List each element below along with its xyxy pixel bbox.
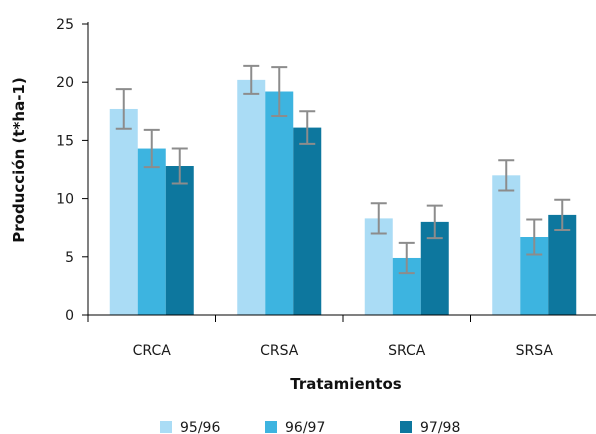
- error-bar-crsa-95-96: [243, 64, 260, 95]
- y-tick-label: 15: [56, 133, 74, 149]
- bars-group: [109, 79, 577, 316]
- bar-crsa-95-96: [237, 79, 266, 315]
- legend-swatch-95-96: [160, 421, 172, 433]
- x-axis-title: Tratamientos: [290, 375, 401, 393]
- y-tick-label: 20: [56, 75, 74, 91]
- legend-swatch-97-98: [400, 421, 412, 433]
- bar-crca-97-98: [165, 166, 194, 315]
- y-tick-label: 5: [65, 250, 74, 266]
- error-bar-crca-95-96: [115, 88, 132, 130]
- legend-swatch-96-97: [265, 421, 277, 433]
- legend-label: 95/96: [180, 420, 220, 434]
- y-tick-label: 0: [65, 308, 74, 324]
- error-bar-srca-96-97: [398, 241, 415, 275]
- error-bar-crsa-97-98: [299, 110, 316, 145]
- error-bar-crca-96-97: [143, 128, 160, 169]
- legend: 95/96 96/97 97/98: [160, 420, 460, 434]
- error-bar-srsa-97-98: [554, 198, 571, 232]
- legend-label: 96/97: [285, 420, 325, 434]
- x-tick-label-srca: SRCA: [388, 343, 426, 359]
- error-bar-srsa-96-97: [526, 218, 543, 256]
- error-bars-group: [115, 64, 571, 275]
- y-ticks-group: 0 5 10 15 20 25: [56, 17, 88, 324]
- legend-label: 97/98: [420, 420, 460, 434]
- bar-crca-96-97: [137, 148, 166, 315]
- y-tick-label: 25: [56, 17, 74, 33]
- x-tick-label-srsa: SRSA: [516, 343, 554, 359]
- error-bar-srsa-95-96: [498, 159, 515, 192]
- error-bar-crsa-96-97: [271, 66, 288, 117]
- error-bar-crca-97-98: [171, 147, 188, 185]
- bar-crsa-96-97: [265, 91, 294, 316]
- x-ticks-group: CRCA CRSA SRCA SRSA: [87, 315, 554, 359]
- error-bar-srca-95-96: [370, 202, 387, 235]
- y-tick-label: 10: [56, 192, 74, 208]
- x-tick-label-crsa: CRSA: [260, 343, 299, 359]
- y-axis-title: Producción (t*ha-1): [10, 77, 28, 242]
- bar-crsa-97-98: [293, 127, 322, 315]
- bar-crca-95-96: [109, 108, 138, 315]
- error-bar-srca-97-98: [426, 204, 443, 240]
- bar-srsa-97-98: [548, 214, 577, 315]
- x-tick-label-crca: CRCA: [133, 343, 172, 359]
- bar-srsa-95-96: [492, 175, 521, 315]
